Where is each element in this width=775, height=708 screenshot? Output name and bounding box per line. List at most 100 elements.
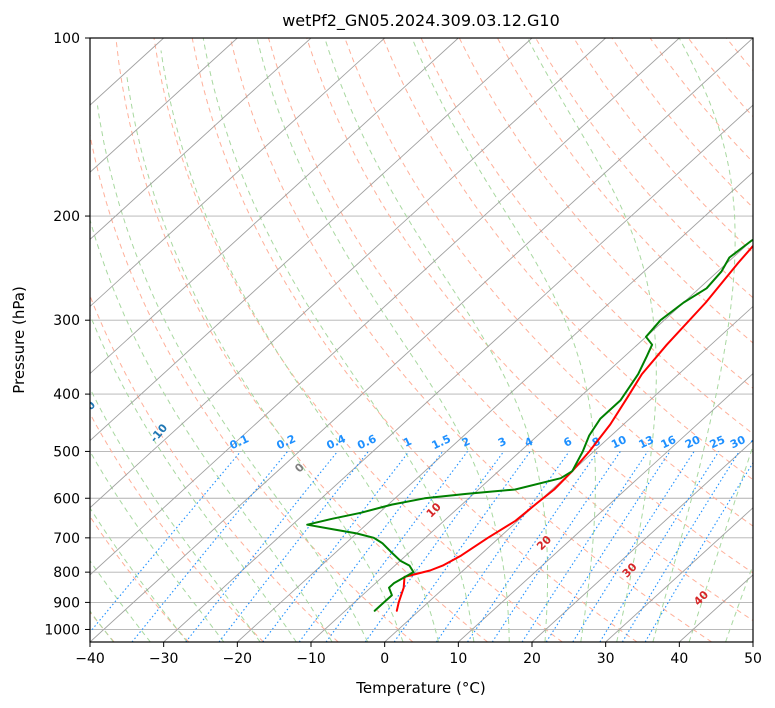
isotherm-10 bbox=[458, 372, 753, 642]
dry-adiabat-label: -20 bbox=[75, 398, 98, 422]
x-tick-label: 30 bbox=[597, 651, 615, 667]
x-tick-label: −20 bbox=[223, 651, 253, 667]
mixing-ratio-label: 36 bbox=[749, 433, 769, 451]
profile-lines bbox=[306, 238, 753, 612]
isotherm-50 bbox=[752, 641, 753, 642]
dry-adiabat-20 bbox=[153, 38, 563, 642]
mixing-ratio-label: 25 bbox=[708, 433, 727, 451]
isotherm--20 bbox=[237, 171, 753, 642]
moist-adiabat--10 bbox=[90, 218, 333, 642]
x-tick-label: 10 bbox=[449, 651, 467, 667]
isotherms bbox=[90, 38, 753, 642]
dry-adiabat-50 bbox=[268, 38, 753, 622]
mixing-ratio-line-8 bbox=[393, 451, 531, 642]
mixing-ratio-line-13 bbox=[545, 451, 671, 642]
moist-adiabat-40 bbox=[688, 444, 753, 642]
y-tick-label: 900 bbox=[53, 595, 80, 611]
dry-adiabat-180 bbox=[765, 38, 775, 642]
isotherm--40 bbox=[90, 38, 753, 642]
mixing-ratio-line-9 bbox=[435, 451, 570, 642]
isotherm--50 bbox=[90, 38, 680, 576]
x-tick-label: 0 bbox=[380, 651, 389, 667]
moist-adiabat--5 bbox=[97, 105, 369, 642]
isotherm--60 bbox=[90, 38, 606, 509]
moist-adiabat-30 bbox=[527, 38, 657, 642]
x-tick-label: 50 bbox=[744, 651, 762, 667]
mixing-ratio-line-5 bbox=[298, 451, 444, 642]
isotherm--30 bbox=[163, 104, 753, 642]
moist-adiabat--20 bbox=[90, 387, 261, 642]
mixing-ratio-line-6 bbox=[325, 451, 468, 642]
moist-adiabat-45 bbox=[725, 563, 753, 642]
dry-adiabat--20 bbox=[90, 412, 264, 642]
y-tick-label: 300 bbox=[53, 313, 80, 329]
mixing-ratio-line-12 bbox=[521, 451, 649, 642]
chart-title: wetPf2_GN05.2024.309.03.12.G10 bbox=[282, 11, 560, 31]
isotherm--80 bbox=[90, 38, 459, 375]
mixing-ratio-line-10 bbox=[467, 451, 599, 642]
x-axis-title: Temperature (°C) bbox=[355, 679, 485, 697]
x-tick-label: −10 bbox=[296, 651, 326, 667]
dry-adiabat-60 bbox=[306, 38, 753, 574]
moist-adiabat-25 bbox=[411, 38, 596, 642]
mixing-ratio-label: 10 bbox=[609, 433, 629, 451]
dry-adiabat--10 bbox=[90, 294, 339, 642]
isotherm--100 bbox=[90, 38, 312, 240]
y-axis: 100 200 300 400 500 600 700 800 900 1000 bbox=[44, 31, 90, 638]
y-tick-label: 400 bbox=[53, 387, 80, 403]
y-tick-label: 600 bbox=[53, 491, 80, 507]
y-tick-label: 1000 bbox=[44, 622, 80, 638]
moist-adiabat-10 bbox=[202, 38, 475, 642]
isotherm-30 bbox=[605, 507, 753, 642]
dewpoint-profile-line bbox=[306, 238, 753, 612]
plot-frame bbox=[89, 37, 754, 643]
dry-adiabat-30 bbox=[191, 38, 638, 642]
mixing-ratio-line-1 bbox=[131, 451, 289, 642]
dry-adiabat-10 bbox=[115, 38, 488, 642]
mixing-ratio-label: 30 bbox=[728, 433, 748, 451]
isotherm-0 bbox=[384, 305, 753, 642]
y-tick-label: 700 bbox=[53, 531, 80, 547]
isobar-grid bbox=[90, 38, 753, 630]
x-tick-label: 40 bbox=[670, 651, 688, 667]
moist-adiabat-15 bbox=[256, 38, 510, 642]
moist-adiabats bbox=[90, 38, 753, 642]
isotherm--110 bbox=[90, 38, 238, 173]
mixing-ratio-line-4 bbox=[262, 451, 410, 642]
dry-adiabat--30 bbox=[90, 515, 190, 642]
y-tick-label: 500 bbox=[53, 444, 80, 460]
isotherm--10 bbox=[310, 238, 753, 642]
y-tick-label: 200 bbox=[53, 209, 80, 225]
isotherm--90 bbox=[90, 38, 385, 308]
moist-adiabat-20 bbox=[324, 38, 549, 642]
mixing-ratio-line-14 bbox=[572, 451, 695, 642]
x-tick-label: 20 bbox=[523, 651, 541, 667]
moist-adiabat-35 bbox=[652, 38, 736, 642]
isotherm--70 bbox=[90, 38, 533, 442]
dry-adiabat-110 bbox=[496, 38, 753, 344]
moist-adiabat--25 bbox=[90, 450, 225, 642]
mixing-ratio-lines bbox=[90, 451, 753, 642]
plot-area: 0.10.20.40.611.52346810131620253036-100-… bbox=[75, 38, 775, 642]
moist-adiabat-5 bbox=[160, 50, 439, 642]
y-tick-label: 800 bbox=[53, 565, 80, 581]
y-tick-label: 100 bbox=[53, 31, 80, 47]
dry-adiabat-40 bbox=[229, 38, 712, 642]
mixing-ratio-line-0 bbox=[90, 451, 242, 633]
moist-adiabat-0 bbox=[126, 73, 404, 642]
x-tick-label: −40 bbox=[75, 651, 105, 667]
isotherm-20 bbox=[531, 440, 753, 642]
y-axis-title: Pressure (hPa) bbox=[10, 286, 28, 394]
mixing-ratio-line-15 bbox=[599, 451, 720, 642]
mixing-ratio-label: 13 bbox=[637, 433, 656, 451]
mixing-ratio-label: 20 bbox=[683, 433, 703, 451]
mixing-ratio-line-2 bbox=[185, 451, 339, 642]
temperature-profile-line bbox=[395, 244, 753, 612]
x-tick-label: −30 bbox=[149, 651, 179, 667]
mixing-ratio-line-11 bbox=[491, 451, 621, 642]
mixing-ratio-line-7 bbox=[364, 451, 505, 642]
mixing-ratio-line-16 bbox=[621, 451, 740, 642]
x-axis: −40 −30 −20 −10 0 10 20 30 40 50 bbox=[75, 642, 762, 667]
mixing-ratio-label: 16 bbox=[659, 433, 679, 451]
